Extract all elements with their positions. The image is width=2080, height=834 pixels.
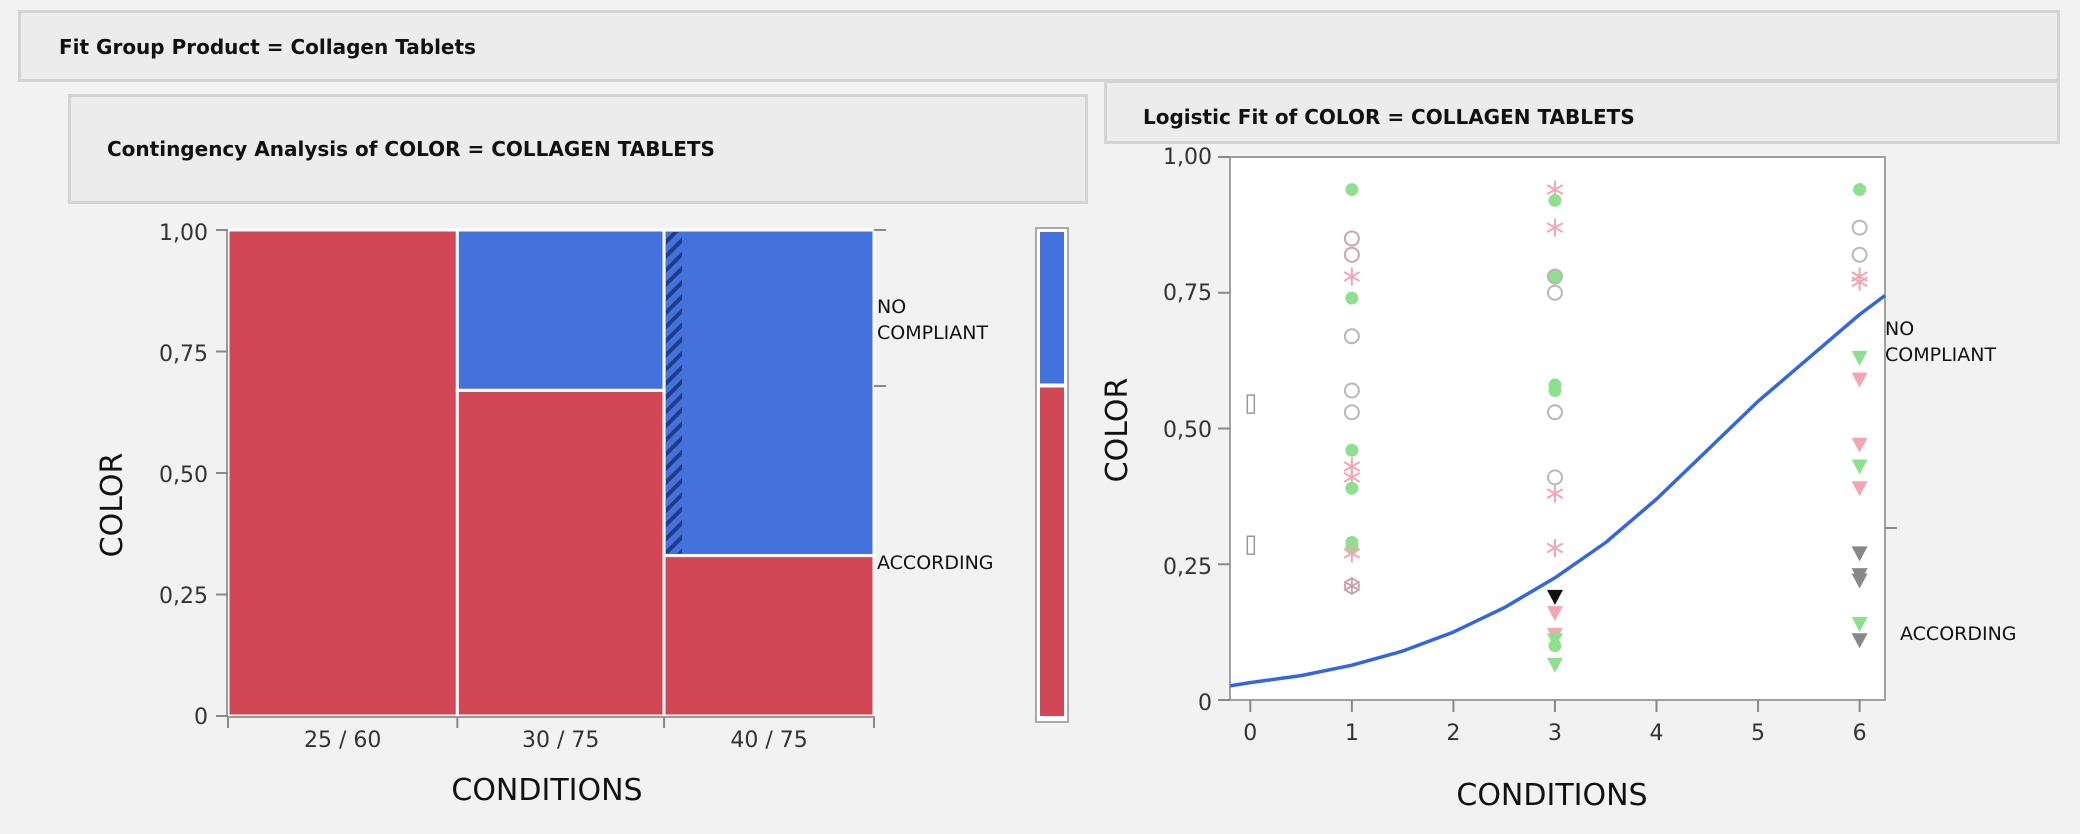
mosaic-y-axis-label: COLOR [95,453,130,558]
logistic-level-labels: NO COMPLIANT ACCORDING [1885,318,2017,645]
logistic-point [1345,183,1359,197]
logistic-point [1546,484,1564,503]
mosaic-ytick-075: 0,75 [159,342,208,367]
logistic-xtick-label: 4 [1650,721,1664,746]
logistic-point [1851,573,1868,589]
marginal-bar-no-compliant [1040,232,1064,384]
logistic-point [1345,481,1359,495]
logistic-x-axis: 0 1 2 3 4 5 6 [1243,700,1867,746]
logistic-point [1546,657,1563,673]
logistic-point [1851,350,1868,366]
logistic-level-compliant: COMPLIANT [1885,344,1996,366]
logistic-frame [1229,156,1886,701]
logistic-point [1343,404,1360,421]
logistic-marker-x0-lower [1246,535,1256,555]
logistic-point [1851,246,1868,263]
logistic-y-axis-label: COLOR [1100,378,1135,483]
logistic-point [1548,639,1562,653]
fit-group-title: Fit Group Product = Collagen Tablets [59,35,476,59]
logistic-point [1851,616,1868,632]
logistic-point [1851,633,1868,649]
mosaic-xtick-label: 40 / 75 [730,728,807,753]
mosaic-cell-according-25-60 [226,228,459,718]
logistic-point [1345,443,1359,457]
logistic-marker-x0-upper [1246,394,1256,414]
logistic-xtick-label: 1 [1345,721,1359,746]
logistic-point [1548,193,1562,207]
logistic-point [1546,589,1563,605]
fit-group-header[interactable]: Fit Group Product = Collagen Tablets [18,10,2060,82]
logistic-point [1548,383,1562,397]
logistic-point [1546,538,1564,557]
marginal-bar-according [1040,387,1064,716]
mosaic-level-no: NO [877,296,906,318]
logistic-plot [1218,156,1897,701]
logistic-point [1343,544,1361,563]
logistic-level-according: ACCORDING [1900,623,2017,645]
logistic-ytick-100: 1,00 [1163,145,1212,170]
logistic-ytick-050: 0,50 [1163,418,1212,443]
mosaic-ytick-025: 0,25 [159,584,208,609]
logistic-xtick-label: 3 [1548,721,1562,746]
logistic-level-no: NO [1885,318,1914,340]
logistic-title: Logistic Fit of COLOR = COLLAGEN TABLETS [1143,105,1635,129]
mosaic-cell-according-30-75 [455,388,666,718]
contingency-title: Contingency Analysis of COLOR = COLLAGEN… [107,137,715,161]
logistic-point [1851,546,1868,562]
logistic-point [1853,183,1867,197]
logistic-header[interactable]: Logistic Fit of COLOR = COLLAGEN TABLETS [1104,80,2060,144]
logistic-point [1546,404,1563,421]
mosaic-plot: 25 / 60 30 / 75 40 / 75 [216,227,1069,753]
logistic-point [1546,284,1563,301]
logistic-xtick-label: 6 [1853,721,1867,746]
logistic-point [1343,576,1361,595]
contingency-header[interactable]: Contingency Analysis of COLOR = COLLAGEN… [68,94,1088,204]
mosaic-ytick-100: 1,00 [159,221,208,246]
logistic-ytick-075: 0,75 [1163,281,1212,306]
mosaic-cell-no-compliant-30-75 [455,228,666,392]
logistic-point [1851,437,1868,453]
logistic-point [1851,272,1868,291]
mosaic-cell-no-compliant-40-75 [662,228,876,558]
mosaic-xtick-label: 25 / 60 [304,728,381,753]
mosaic-cell-according-40-75 [662,554,876,718]
mosaic-ytick-0: 0 [194,705,208,730]
logistic-ytick-0: 0 [1198,691,1212,716]
mosaic-ytick-050: 0,50 [159,463,208,488]
mosaic-level-compliant: COMPLIANT [877,322,988,344]
logistic-ytick-025: 0,25 [1163,555,1212,580]
logistic-point [1343,328,1360,345]
logistic-point [1548,269,1562,283]
logistic-point [1343,382,1360,399]
logistic-point [1546,469,1563,486]
logistic-fit-curve [1229,294,1887,688]
logistic-point [1851,459,1868,475]
logistic-point [1345,291,1359,305]
logistic-y-axis: 0 0,25 0,50 0,75 1,00 [1163,145,1212,716]
mosaic-level-according: ACCORDING [877,552,994,574]
logistic-point [1546,268,1563,285]
mosaic-level-labels: NO COMPLIANT ACCORDING [877,296,994,574]
mosaic-xtick-label: 30 / 75 [522,728,599,753]
mosaic-hatch-strip [666,232,683,554]
logistic-point [1343,246,1360,263]
logistic-point [1343,230,1360,247]
logistic-point [1546,606,1563,622]
logistic-xtick-label: 2 [1446,721,1460,746]
logistic-xtick-label: 0 [1243,721,1257,746]
logistic-point [1546,218,1564,237]
mosaic-y-axis: 0 0,25 0,50 0,75 1,00 [159,221,208,730]
logistic-point [1851,219,1868,236]
mosaic-x-axis-label: CONDITIONS [451,773,642,808]
logistic-xtick-label: 5 [1751,721,1765,746]
logistic-point [1851,481,1868,497]
logistic-point [1343,267,1361,286]
logistic-x-axis-label: CONDITIONS [1456,778,1647,813]
logistic-point [1851,372,1868,388]
